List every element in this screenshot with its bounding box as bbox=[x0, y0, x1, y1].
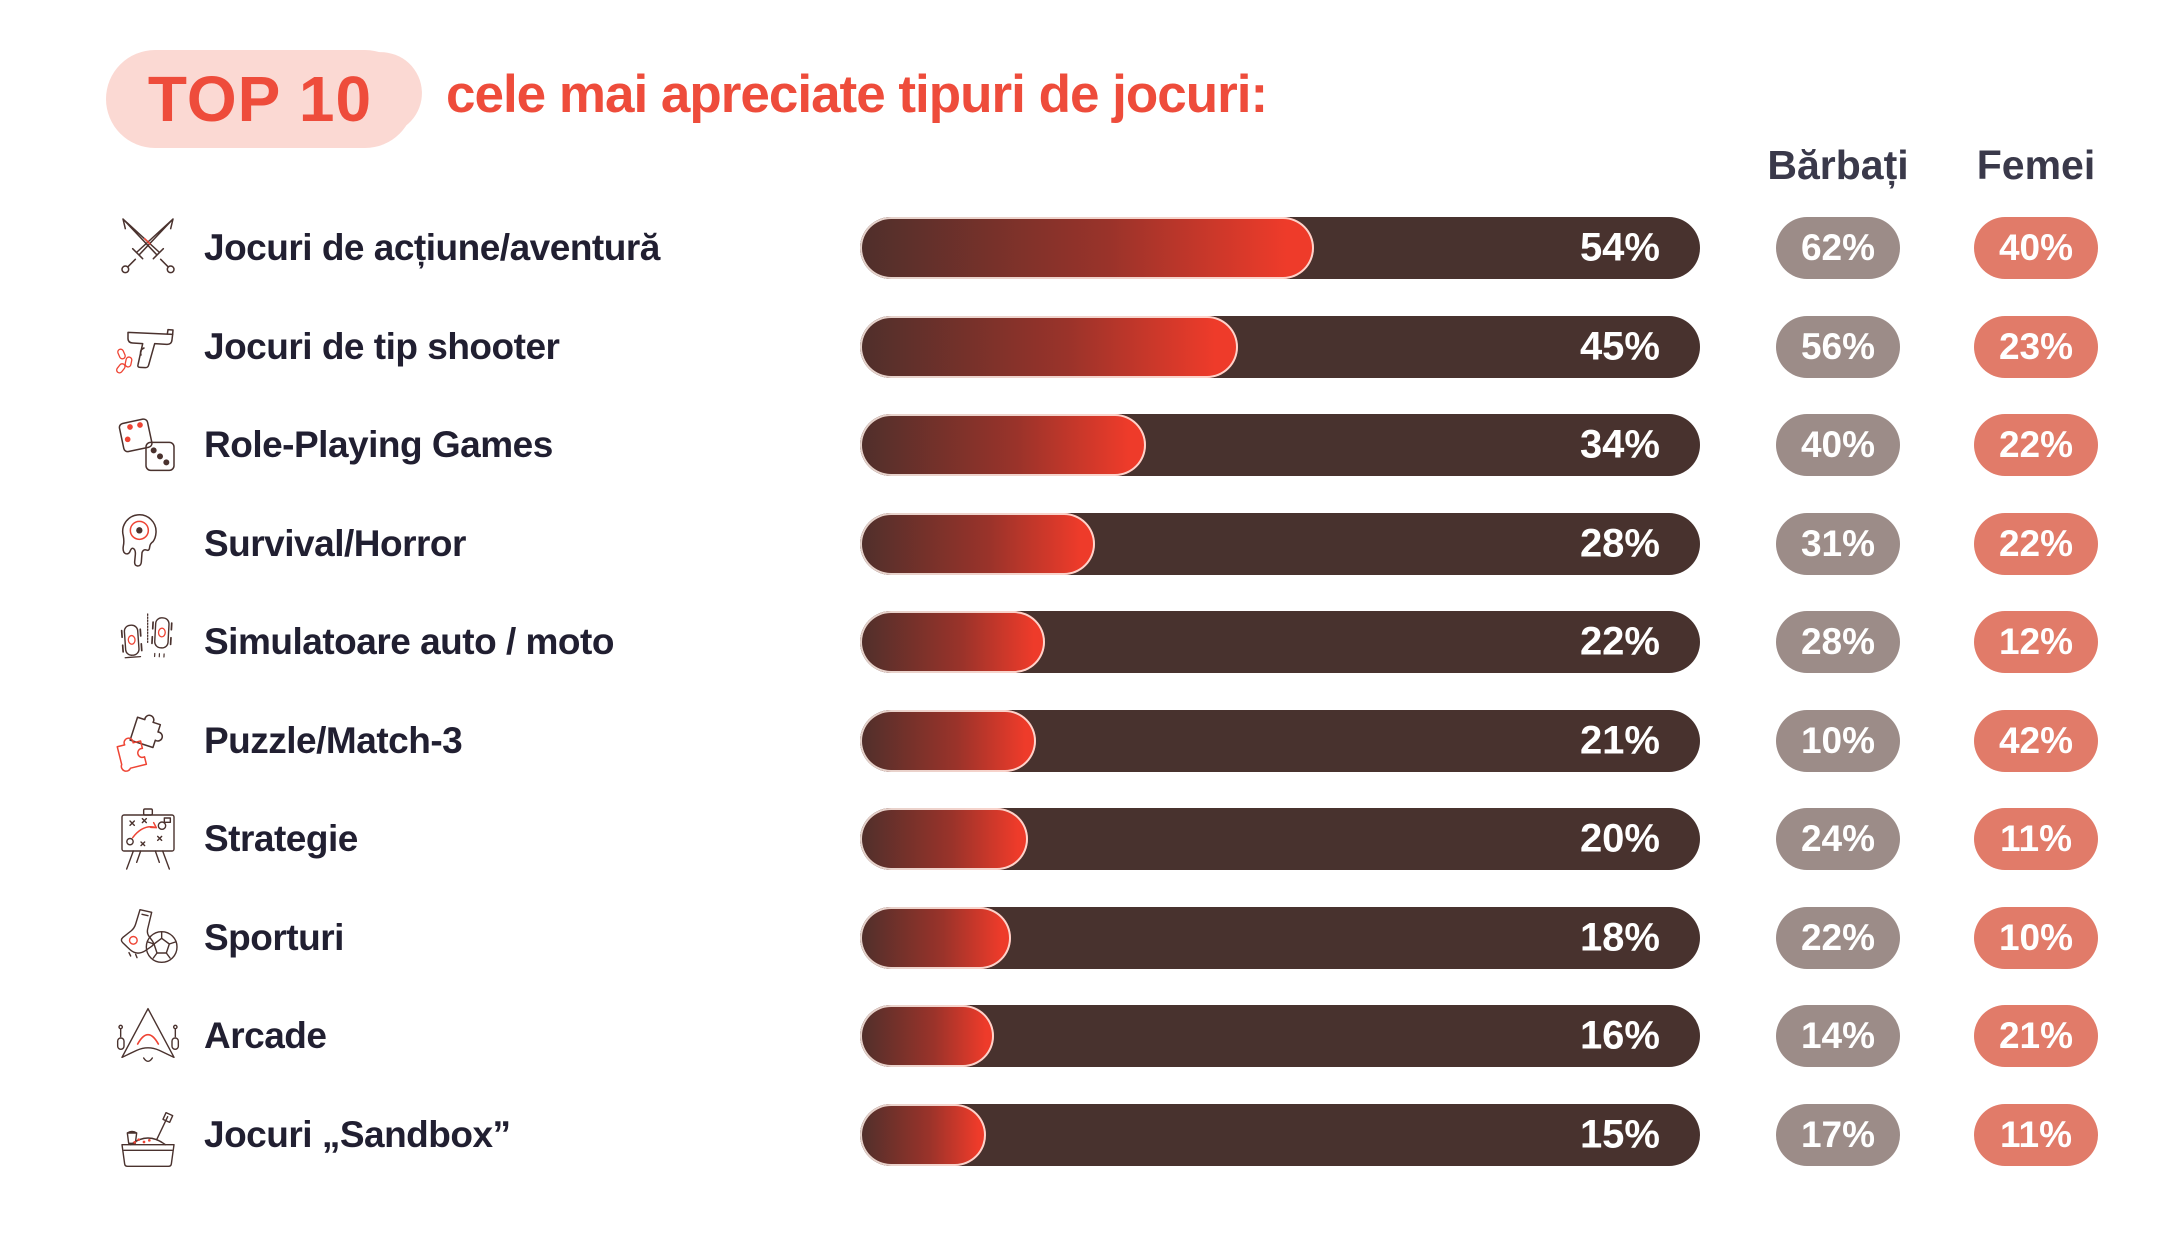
badge-women-value: 22% bbox=[1974, 414, 2098, 477]
dice-icon bbox=[100, 403, 196, 487]
bar-track: 18% bbox=[860, 906, 1700, 969]
badge-men-value: 24% bbox=[1776, 808, 1900, 871]
strategy-board-icon bbox=[108, 799, 188, 879]
category-row: Puzzle/Match-3 21% 10% 42% bbox=[0, 692, 2182, 791]
category-label: Arcade bbox=[204, 1015, 327, 1057]
bar-total-value: 18% bbox=[1579, 915, 1660, 960]
category-label: Jocuri „Sandbox” bbox=[204, 1113, 511, 1155]
eyeball-icon bbox=[108, 504, 188, 584]
category-row: Strategie 20% 24% 11% bbox=[0, 790, 2182, 889]
soccer-icon bbox=[108, 898, 188, 978]
bar-fill bbox=[860, 217, 1314, 280]
bar-fill bbox=[860, 1005, 995, 1068]
bar-track: 22% bbox=[860, 611, 1700, 674]
sandbox-icon bbox=[108, 1095, 188, 1175]
strategy-board-icon bbox=[100, 797, 196, 881]
badge-men-value: 28% bbox=[1776, 611, 1900, 674]
badge-women-value: 10% bbox=[1974, 906, 2098, 969]
column-header-women: Femei bbox=[1976, 142, 2096, 188]
dice-icon bbox=[108, 405, 188, 485]
bar-fill bbox=[860, 315, 1238, 378]
bar-track: 21% bbox=[860, 709, 1700, 772]
bar-fill bbox=[860, 906, 1012, 969]
badge-men-value: 17% bbox=[1776, 1103, 1900, 1166]
soccer-icon bbox=[100, 896, 196, 980]
badge-men-value: 40% bbox=[1776, 414, 1900, 477]
bar-total-value: 15% bbox=[1579, 1112, 1660, 1157]
bar-total-value: 28% bbox=[1579, 521, 1660, 566]
bar-track: 45% bbox=[860, 315, 1700, 378]
puzzle-icon bbox=[108, 701, 188, 781]
badge-women-value: 23% bbox=[1974, 315, 2098, 378]
bar-track: 20% bbox=[860, 808, 1700, 871]
badge-women-value: 22% bbox=[1974, 512, 2098, 575]
bar-track: 16% bbox=[860, 1005, 1700, 1068]
race-cars-icon bbox=[100, 600, 196, 684]
category-label: Sporturi bbox=[204, 916, 344, 958]
crossed-swords-icon bbox=[108, 208, 188, 288]
sandbox-icon bbox=[100, 1093, 196, 1177]
bar-total-value: 21% bbox=[1579, 718, 1660, 763]
bar-total-value: 16% bbox=[1579, 1013, 1660, 1058]
bar-fill bbox=[860, 1103, 986, 1166]
bar-track: 34% bbox=[860, 414, 1700, 477]
badge-women-value: 42% bbox=[1974, 709, 2098, 772]
bar-total-value: 54% bbox=[1579, 225, 1660, 270]
bar-total-value: 45% bbox=[1579, 324, 1660, 369]
bar-total-value: 34% bbox=[1579, 422, 1660, 467]
eyeball-icon bbox=[100, 502, 196, 586]
badge-women-value: 11% bbox=[1974, 1103, 2098, 1166]
pistol-icon bbox=[108, 307, 188, 387]
pistol-icon bbox=[100, 305, 196, 389]
column-header-men: Bărbați bbox=[1767, 142, 1909, 188]
category-label: Jocuri de tip shooter bbox=[204, 325, 560, 367]
bar-total-value: 22% bbox=[1579, 619, 1660, 664]
crossed-swords-icon bbox=[100, 206, 196, 290]
badge-women-value: 40% bbox=[1974, 217, 2098, 280]
arcade-ship-icon bbox=[108, 996, 188, 1076]
bar-fill bbox=[860, 808, 1028, 871]
badge-men-value: 56% bbox=[1776, 315, 1900, 378]
category-row: Simulatoare auto / moto 22% 28% 12% bbox=[0, 593, 2182, 692]
top10-badge: TOP 10 bbox=[106, 50, 414, 148]
page-title: cele mai apreciate tipuri de jocuri: bbox=[446, 65, 1268, 124]
badge-men-value: 14% bbox=[1776, 1005, 1900, 1068]
badge-men-value: 10% bbox=[1776, 709, 1900, 772]
category-label: Role-Playing Games bbox=[204, 424, 553, 466]
badge-women-value: 11% bbox=[1974, 808, 2098, 871]
bar-fill bbox=[860, 414, 1146, 477]
category-label: Puzzle/Match-3 bbox=[204, 719, 463, 761]
category-label: Simulatoare auto / moto bbox=[204, 621, 614, 663]
bar-track: 15% bbox=[860, 1103, 1700, 1166]
race-cars-icon bbox=[108, 602, 188, 682]
bar-fill bbox=[860, 512, 1096, 575]
badge-women-value: 21% bbox=[1974, 1005, 2098, 1068]
top10-badge-text: TOP 10 bbox=[147, 63, 373, 135]
category-label: Jocuri de acțiune/aventură bbox=[204, 227, 660, 269]
bar-fill bbox=[860, 611, 1045, 674]
category-label: Survival/Horror bbox=[204, 522, 466, 564]
category-row: Survival/Horror 28% 31% 22% bbox=[0, 495, 2182, 594]
category-row: Jocuri de acțiune/aventură 54% 62% 40% bbox=[0, 199, 2182, 298]
puzzle-icon bbox=[100, 699, 196, 783]
badge-men-value: 22% bbox=[1776, 906, 1900, 969]
chart-rows: Jocuri de acțiune/aventură 54% 62% 40% J… bbox=[0, 199, 2182, 1184]
category-row: Sporturi 18% 22% 10% bbox=[0, 889, 2182, 988]
bar-track: 28% bbox=[860, 512, 1700, 575]
badge-men-value: 31% bbox=[1776, 512, 1900, 575]
category-label: Strategie bbox=[204, 818, 358, 860]
bar-track: 54% bbox=[860, 217, 1700, 280]
bar-fill bbox=[860, 709, 1037, 772]
bar-total-value: 20% bbox=[1579, 816, 1660, 861]
badge-women-value: 12% bbox=[1974, 611, 2098, 674]
category-row: Arcade 16% 14% 21% bbox=[0, 987, 2182, 1086]
badge-men-value: 62% bbox=[1776, 217, 1900, 280]
category-row: Jocuri „Sandbox” 15% 17% 11% bbox=[0, 1086, 2182, 1185]
category-row: Role-Playing Games 34% 40% 22% bbox=[0, 396, 2182, 495]
category-row: Jocuri de tip shooter 45% 56% 23% bbox=[0, 298, 2182, 397]
arcade-ship-icon bbox=[100, 994, 196, 1078]
